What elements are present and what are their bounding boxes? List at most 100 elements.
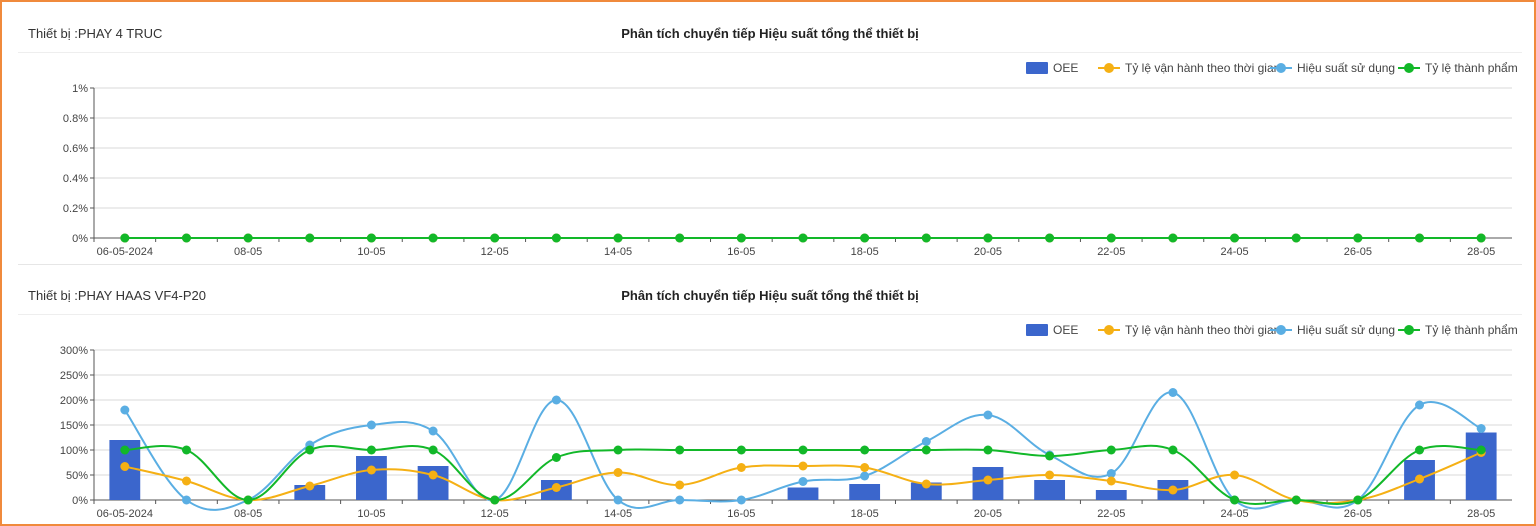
y-tick-label: 50% <box>66 470 88 482</box>
series-point <box>551 395 561 405</box>
oee-bar <box>1465 432 1497 500</box>
panel-header: Thiết bị :PHAY HAAS VF4-P20 Phân tích ch… <box>18 276 1522 315</box>
legend-label: Hiệu suất sử dụng <box>1297 61 1395 75</box>
series-point <box>860 471 870 481</box>
panel-divider <box>18 264 1522 265</box>
series-point <box>613 445 623 455</box>
series-point <box>1230 233 1240 243</box>
series-point <box>305 445 315 455</box>
legend-swatch-bar <box>1026 62 1048 74</box>
oee-panel-phay-4-truc: Thiết bị :PHAY 4 TRUC Phân tích chuyển t… <box>18 14 1522 260</box>
x-tick-label: 08-05 <box>234 246 262 258</box>
series-point <box>1415 474 1425 484</box>
series-point <box>366 420 376 430</box>
series-point <box>305 481 315 491</box>
series-point <box>1168 233 1178 243</box>
legend-swatch-dot <box>1276 325 1286 335</box>
series-point <box>736 445 746 455</box>
series-point <box>798 445 808 455</box>
series-point <box>860 445 870 455</box>
series-point <box>490 495 500 505</box>
legend-item: Tỷ lệ thành phẩm <box>1398 323 1518 337</box>
series-point <box>366 233 376 243</box>
y-tick-label: 0% <box>72 233 88 245</box>
x-tick-label: 20-05 <box>974 246 1002 258</box>
y-tick-label: 0.4% <box>63 173 88 185</box>
series-point <box>983 475 993 485</box>
series-point <box>1045 451 1055 461</box>
series-point <box>736 233 746 243</box>
oee-chart-svg: OEE Tỷ lệ vận hành theo thời gian Hiệu suấ… <box>63 61 1518 258</box>
panel-header: Thiết bị :PHAY 4 TRUC Phân tích chuyển t… <box>18 14 1522 53</box>
x-tick-label: 28-05 <box>1467 508 1495 520</box>
series-point <box>921 445 931 455</box>
x-tick-label: 14-05 <box>604 508 632 520</box>
series-point <box>1291 495 1301 505</box>
x-tick-label: 16-05 <box>727 246 755 258</box>
series-point <box>983 410 993 420</box>
oee-bar <box>849 484 881 500</box>
series-point <box>1168 388 1178 397</box>
y-tick-label: 300% <box>60 345 88 357</box>
series-point <box>1415 400 1425 410</box>
oee-bar <box>356 456 387 500</box>
x-tick-label: 10-05 <box>357 246 385 258</box>
series-point <box>798 461 808 471</box>
series-point <box>1106 476 1116 486</box>
series-point <box>736 463 746 472</box>
series-point <box>490 233 500 243</box>
y-tick-label: 0.6% <box>63 143 88 155</box>
legend-swatch-dot <box>1104 325 1114 335</box>
x-tick-label: 18-05 <box>851 246 879 258</box>
oee-bar <box>1034 480 1066 500</box>
series-point <box>181 495 191 505</box>
legend-label: OEE <box>1053 61 1078 75</box>
series-point <box>551 483 561 492</box>
y-tick-label: 100% <box>60 445 88 457</box>
series-point <box>983 445 993 455</box>
oee-chart-svg: OEE Tỷ lệ vận hành theo thời gian Hiệu suấ… <box>60 323 1518 520</box>
series-point <box>428 233 438 243</box>
series-point <box>1353 233 1363 243</box>
series-point <box>1291 233 1301 243</box>
x-tick-label: 26-05 <box>1344 508 1372 520</box>
series-point <box>1230 495 1240 505</box>
legend-item: Hiệu suất sử dụng <box>1270 323 1395 337</box>
series-point <box>428 445 438 455</box>
series-point <box>366 445 376 455</box>
series-point <box>798 477 808 486</box>
series-point <box>1230 470 1240 480</box>
legend-label: Tỷ lệ thành phẩm <box>1425 323 1518 337</box>
y-tick-label: 1% <box>72 83 88 95</box>
x-tick-label: 22-05 <box>1097 508 1125 520</box>
x-tick-label: 16-05 <box>727 508 755 520</box>
x-tick-label: 20-05 <box>974 508 1002 520</box>
x-tick-label: 06-05-2024 <box>97 508 153 520</box>
oee-bar <box>1095 490 1127 500</box>
series-point <box>1106 469 1116 478</box>
legend-swatch-dot <box>1276 63 1286 73</box>
chart-title: Phân tích chuyển tiếp Hiệu suất tổng thể… <box>621 288 919 303</box>
series-point <box>243 495 253 505</box>
x-tick-label: 12-05 <box>481 246 509 258</box>
series-point <box>1045 233 1055 243</box>
legend-item: OEE <box>1026 323 1078 337</box>
series-point <box>1476 233 1486 243</box>
legend-label: Hiệu suất sử dụng <box>1297 323 1395 337</box>
series-point <box>428 470 438 480</box>
series-point <box>428 426 438 436</box>
series-point <box>305 233 315 243</box>
series-point <box>921 437 931 446</box>
legend-item: OEE <box>1026 61 1078 75</box>
x-tick-label: 08-05 <box>234 508 262 520</box>
series-point <box>675 445 685 455</box>
legend-swatch-dot <box>1404 63 1414 73</box>
y-tick-label: 150% <box>60 420 88 432</box>
x-tick-label: 24-05 <box>1220 508 1248 520</box>
x-tick-label: 14-05 <box>604 246 632 258</box>
legend-item: Tỷ lệ vận hành theo thời gian <box>1098 323 1280 337</box>
y-tick-label: 200% <box>60 395 88 407</box>
device-label: Thiết bị :PHAY HAAS VF4-P20 <box>28 288 206 303</box>
series-point <box>366 465 376 475</box>
series-point <box>120 405 130 415</box>
